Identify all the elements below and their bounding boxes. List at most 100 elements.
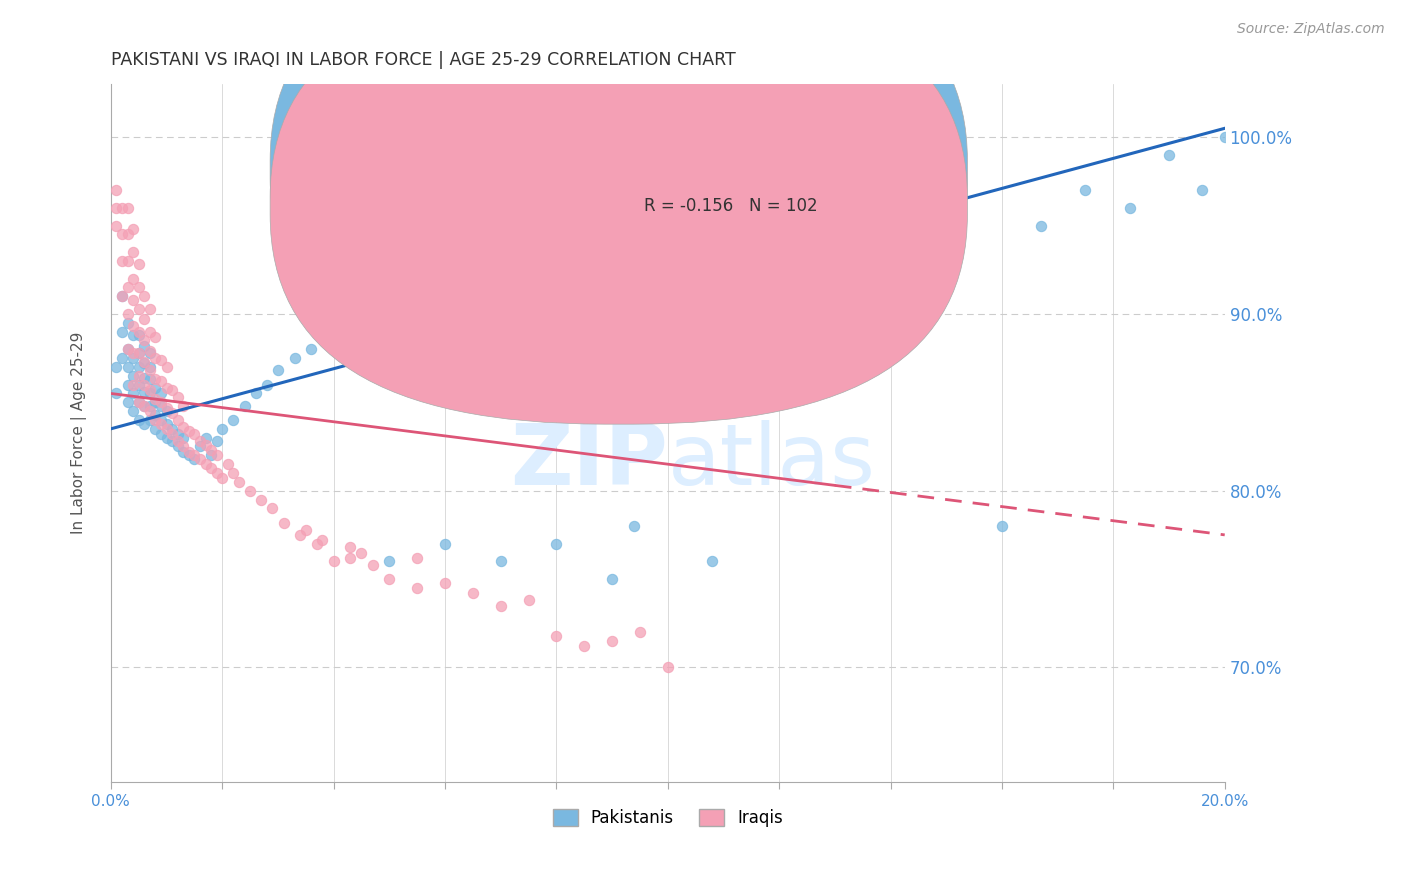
Point (155, 359, 177, 374)
Point (139, 325, 162, 339)
Point (406, 581, 429, 595)
Point (1213, 130, 1236, 145)
Point (546, 537, 568, 551)
Point (239, 483, 262, 498)
Point (111, 289, 134, 303)
Point (117, 343, 139, 357)
Point (122, 346, 145, 360)
Point (200, 443, 222, 458)
Point (128, 328, 150, 343)
Point (166, 390, 188, 404)
Point (117, 359, 139, 374)
Point (222, 413, 245, 427)
Point (117, 377, 139, 392)
Point (117, 395, 139, 409)
Point (122, 386, 145, 401)
Point (160, 427, 183, 442)
Point (166, 440, 188, 454)
Point (128, 395, 150, 409)
Point (134, 399, 156, 413)
Point (450, 328, 472, 343)
Text: atlas: atlas (668, 419, 876, 503)
Point (188, 451, 211, 466)
Legend: Pakistanis, Iraqis: Pakistanis, Iraqis (546, 802, 790, 833)
Point (205, 466, 228, 480)
Point (299, 343, 322, 357)
Point (128, 346, 150, 360)
Point (200, 460, 222, 475)
Point (149, 395, 172, 409)
Point (311, 533, 333, 548)
Point (1157, 148, 1180, 162)
Point (149, 413, 172, 427)
Point (122, 319, 145, 334)
Point (155, 401, 177, 415)
Point (105, 201, 128, 215)
Point (122, 271, 145, 285)
Point (128, 359, 150, 374)
Point (117, 201, 139, 215)
Text: Source: ZipAtlas.com: Source: ZipAtlas.com (1237, 22, 1385, 37)
Point (128, 280, 150, 294)
Point (623, 519, 645, 533)
Point (155, 381, 177, 395)
Point (117, 227, 139, 242)
Point (111, 253, 134, 268)
Point (434, 537, 457, 551)
Point (128, 413, 150, 427)
Point (166, 413, 188, 427)
Point (139, 399, 162, 413)
Point (188, 440, 211, 454)
Point (122, 293, 145, 307)
Point (600, 634, 623, 648)
Point (166, 427, 188, 442)
Point (172, 440, 194, 454)
Point (868, 271, 890, 285)
Point (145, 372, 167, 386)
Point (145, 381, 167, 395)
Point (294, 523, 316, 537)
Point (134, 399, 156, 413)
Point (406, 550, 429, 565)
Point (139, 372, 162, 386)
Point (122, 404, 145, 418)
Point (194, 438, 217, 452)
Point (172, 420, 194, 434)
Point (149, 386, 172, 401)
Point (128, 395, 150, 409)
Point (145, 395, 167, 409)
Point (128, 325, 150, 339)
Point (134, 289, 156, 303)
Point (139, 359, 162, 374)
Point (117, 343, 139, 357)
Point (991, 519, 1014, 533)
Point (149, 374, 172, 388)
Point (149, 427, 172, 442)
Point (105, 219, 128, 233)
Point (183, 448, 205, 462)
Point (907, 236, 929, 251)
Point (378, 572, 401, 586)
Point (1074, 183, 1097, 197)
Point (111, 351, 134, 365)
Point (134, 370, 156, 384)
Point (200, 448, 222, 462)
Point (378, 554, 401, 568)
Point (824, 289, 846, 303)
Point (628, 625, 651, 640)
Point (117, 253, 139, 268)
Point (546, 629, 568, 643)
Point (155, 431, 177, 445)
Point (134, 339, 156, 353)
Point (117, 307, 139, 321)
Point (117, 316, 139, 330)
Point (350, 545, 373, 559)
Point (122, 351, 145, 365)
FancyBboxPatch shape (270, 0, 967, 388)
Point (172, 431, 194, 445)
Point (946, 192, 969, 206)
Point (111, 325, 134, 339)
Point (600, 572, 623, 586)
Point (574, 639, 596, 653)
Point (262, 501, 284, 516)
